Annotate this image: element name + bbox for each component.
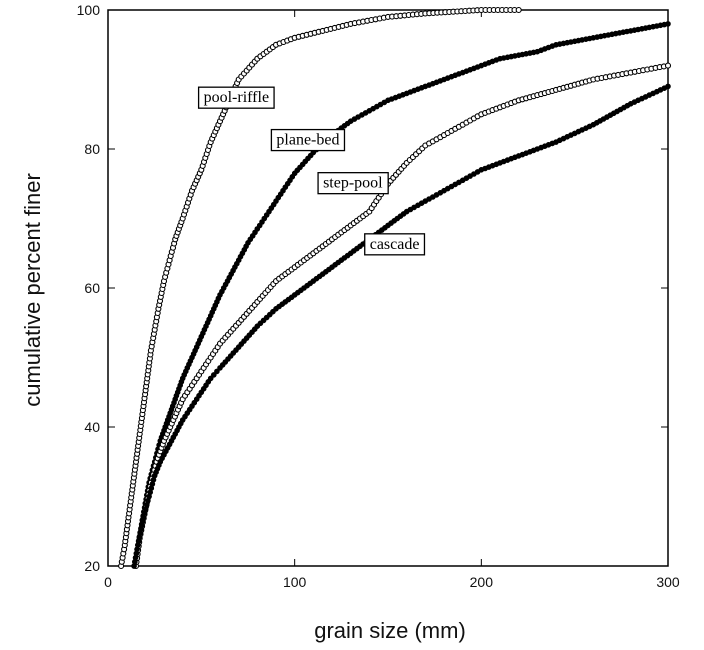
data-point (665, 21, 671, 27)
x-tick-label: 200 (470, 574, 494, 590)
y-tick-label: 100 (77, 2, 101, 18)
curve-label-box (197, 86, 275, 109)
data-point (515, 6, 522, 14)
y-tick-label: 80 (84, 141, 100, 157)
data-series (118, 6, 672, 570)
plot-border (107, 9, 669, 567)
x-axis-title: grain size (mm) (314, 618, 466, 643)
curve-label-text: pool-riffle (204, 89, 269, 106)
data-point (214, 368, 220, 375)
y-axis-title: cumulative percent finer (20, 173, 45, 407)
curve-label-text: plane-bed (276, 132, 339, 149)
data-point (665, 83, 671, 90)
x-tick-label: 100 (283, 574, 307, 590)
curve-label-cascade: cascade (364, 233, 426, 256)
data-point (207, 375, 214, 382)
axis-ticks: 0 100 200 300 20 40 60 80 100 (77, 2, 680, 590)
curve-label-text: cascade (370, 236, 420, 253)
x-tick-label: 0 (104, 574, 112, 590)
curve-label-text: step-pool (323, 175, 383, 192)
y-tick-label: 40 (84, 419, 100, 435)
plot-frame (107, 9, 669, 567)
data-point (211, 372, 217, 378)
y-tick-label: 60 (84, 280, 100, 296)
x-tick-label: 300 (656, 574, 680, 590)
curve-labels: pool-riffle plane-bed step-pool cascade (197, 86, 426, 256)
curve-label-box (270, 128, 346, 152)
y-tick-label: 20 (84, 558, 100, 574)
curve-label-pool-riffle: pool-riffle (197, 86, 275, 109)
curve-label-box (364, 233, 426, 256)
series-cascade (131, 83, 671, 569)
curve-label-step-pool: step-pool (317, 172, 389, 195)
curve-label-plane-bed: plane-bed (270, 128, 346, 152)
series-pool-riffle (118, 6, 522, 570)
data-point (664, 62, 672, 69)
curve-label-box (317, 172, 389, 195)
